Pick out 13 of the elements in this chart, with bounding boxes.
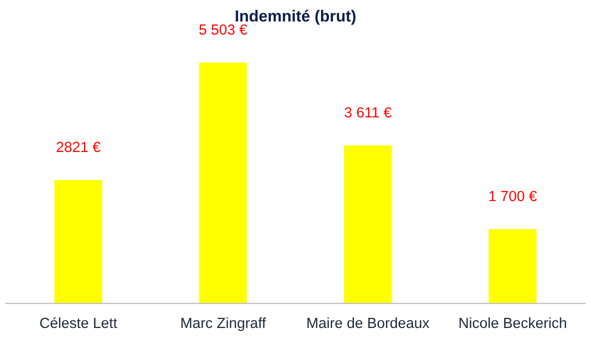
- chart-title: Indemnité (brut): [236, 10, 356, 25]
- data-label: 2821 €: [56, 142, 100, 152]
- bar: [54, 180, 102, 304]
- data-label: 3 611 €: [344, 107, 392, 118]
- x-tick-label: Nicole Beckerich: [460, 317, 566, 328]
- bar: [488, 229, 537, 304]
- data-label: 1 700 €: [489, 190, 537, 202]
- data-label: 5 503 €: [199, 24, 248, 35]
- x-tick-label: Maire de Bordeaux: [307, 317, 430, 328]
- bar: [344, 145, 392, 304]
- bar: [199, 62, 247, 304]
- x-tick-label: Céleste Lett: [40, 317, 118, 328]
- x-tick-label: Marc Zingraff: [181, 317, 266, 331]
